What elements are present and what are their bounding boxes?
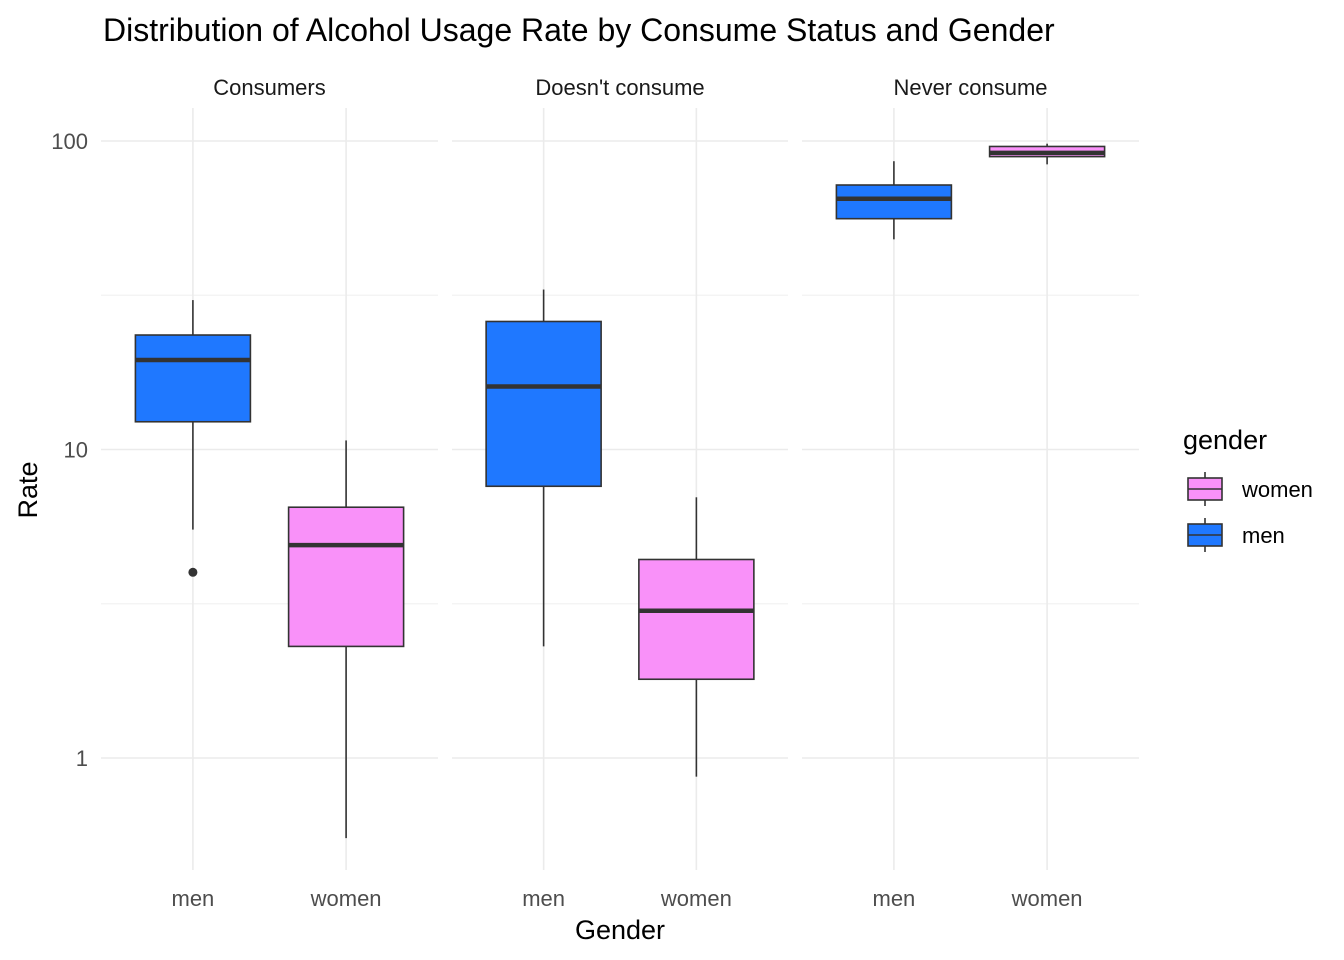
outlier-point [188,567,198,577]
box-iqr [287,506,405,648]
plot-layer: Consumers men women Doesn't consume men women… [51,75,1139,911]
box-iqr [134,334,252,423]
box-iqr [485,320,602,488]
x-tick-label: women [660,886,732,911]
chart-title: Distribution of Alcohol Usage Rate by Co… [103,12,1055,48]
box-men [485,289,602,647]
x-tick-label: men [172,886,215,911]
legend-label: women [1241,477,1313,502]
x-tick-label: women [1011,886,1083,911]
legend: gender women men [1183,425,1313,552]
legend-label: men [1242,523,1285,548]
x-tick-label: men [873,886,916,911]
y-tick-label: 10 [64,438,88,463]
box-men [134,300,252,577]
legend-item-women: women [1187,472,1313,506]
box-men [835,161,953,240]
box-iqr [835,184,953,220]
legend-title: gender [1183,425,1267,455]
legend-item-men: men [1187,518,1285,552]
facet-strip-label: Consumers [213,75,325,100]
y-axis-title: Rate [13,461,43,518]
x-tick-label: men [522,886,565,911]
facet-strip-label: Doesn't consume [535,75,704,100]
facet-strip-label: Never consume [893,75,1047,100]
x-axis-title: Gender [575,915,665,945]
box-women [287,440,405,839]
x-tick-label: women [310,886,382,911]
y-tick-label: 1 [76,746,88,771]
y-tick-label: 100 [51,129,88,154]
box-iqr [638,558,755,681]
box-women [988,143,1106,165]
box-women [638,497,755,777]
